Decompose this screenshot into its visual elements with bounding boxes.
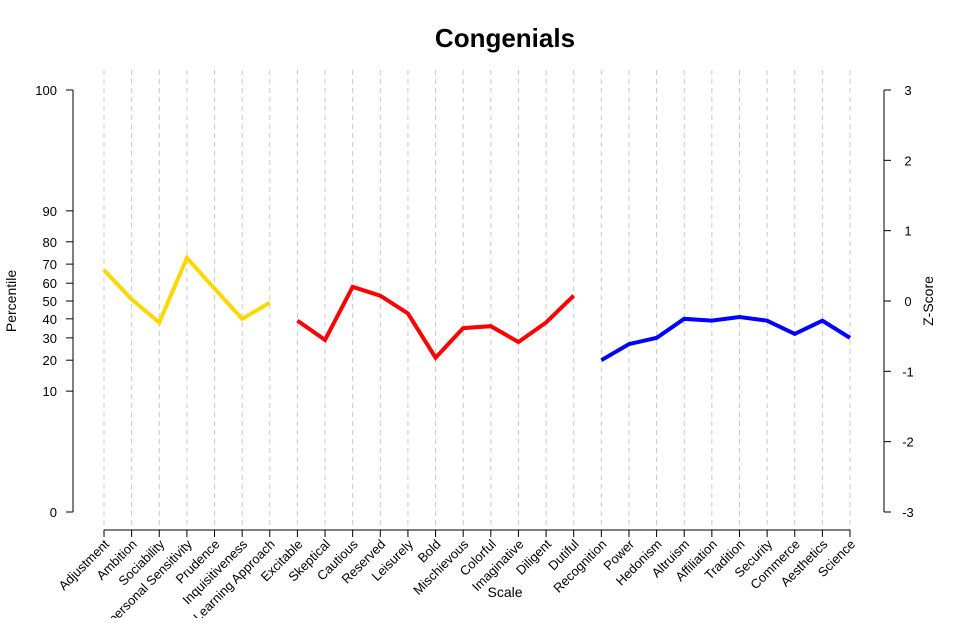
x-axis-label: Scale bbox=[487, 584, 522, 600]
y-tick-label: 10 bbox=[43, 384, 57, 399]
y-axis-label: Percentile bbox=[3, 270, 19, 332]
y-right-tick-label: 1 bbox=[904, 224, 911, 239]
y-tick-label: 40 bbox=[43, 312, 57, 327]
y-tick-label: 90 bbox=[43, 204, 57, 219]
y-right-tick-label: 2 bbox=[904, 153, 911, 168]
y-tick-label: 20 bbox=[43, 353, 57, 368]
y-tick-label: 80 bbox=[43, 235, 57, 250]
y-tick-label: 70 bbox=[43, 257, 57, 272]
y-axis-right-label: Z-Score bbox=[920, 276, 936, 326]
y-right-tick-label: 0 bbox=[904, 294, 911, 309]
series-line-2 bbox=[601, 317, 850, 360]
axes: AdjustmentAmbitionSociabilityInterperson… bbox=[35, 83, 913, 618]
series-lines bbox=[104, 258, 850, 360]
y-right-tick-label: -2 bbox=[902, 435, 914, 450]
y-right-tick-label: -3 bbox=[902, 505, 914, 520]
y-tick-label: 30 bbox=[43, 331, 57, 346]
y-right-tick-label: 3 bbox=[904, 83, 911, 98]
grid bbox=[104, 70, 850, 530]
y-tick-label: 60 bbox=[43, 276, 57, 291]
y-tick-label: 0 bbox=[50, 505, 57, 520]
y-right-tick-label: -1 bbox=[902, 364, 914, 379]
chart-title: Congenials bbox=[435, 23, 575, 53]
y-tick-label: 100 bbox=[35, 83, 57, 98]
y-tick-label: 50 bbox=[43, 294, 57, 309]
